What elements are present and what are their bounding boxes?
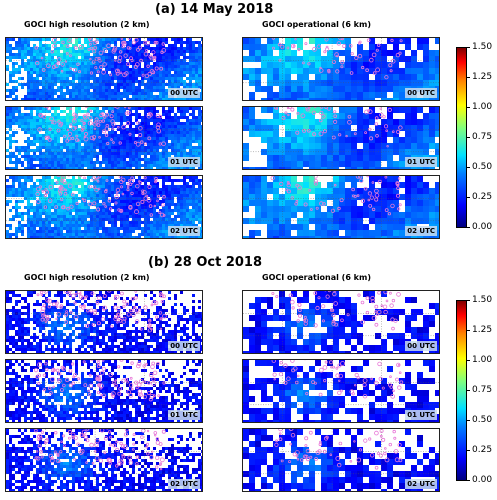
concentration-map-image bbox=[243, 38, 439, 100]
left-map-panel: 02 UTC bbox=[5, 428, 203, 492]
left-map-panel: 01 UTC bbox=[5, 359, 203, 423]
right-map-panel: 00 UTC bbox=[242, 37, 440, 101]
time-label: 00 UTC bbox=[405, 341, 437, 351]
colorbar-tick-mark bbox=[467, 167, 470, 168]
colorbar-tick-label: 0.50 bbox=[472, 415, 493, 425]
time-label: 00 UTC bbox=[168, 88, 200, 98]
colorbar-tick-label: 0.25 bbox=[472, 192, 493, 202]
colorbar-tick-mark bbox=[467, 107, 470, 108]
left-map-panel: 01 UTC bbox=[5, 106, 203, 170]
colorbar-tick-mark bbox=[467, 47, 470, 48]
colorbar-tick-mark bbox=[467, 450, 470, 451]
colorbar-tick-label: 0.00 bbox=[472, 222, 493, 232]
colorbar-tick-label: 0.50 bbox=[472, 162, 493, 172]
colorbar-tick-label: 0.00 bbox=[472, 475, 493, 485]
right-column-title: GOCI operational (6 km) bbox=[262, 273, 371, 282]
colorbar-tick-mark bbox=[467, 330, 470, 331]
colorbar-tick-mark bbox=[467, 390, 470, 391]
time-label: 02 UTC bbox=[405, 479, 437, 489]
colorbar-tick-label: 1.00 bbox=[472, 355, 493, 365]
colorbar bbox=[456, 47, 467, 228]
colorbar-tick-label: 1.50 bbox=[472, 295, 493, 305]
left-column-title: GOCI high resolution (2 km) bbox=[24, 273, 150, 282]
colorbar-tick-label: 0.75 bbox=[472, 132, 493, 142]
time-label: 01 UTC bbox=[405, 157, 437, 167]
section-title: (a) 14 May 2018 bbox=[155, 2, 274, 17]
concentration-map-image bbox=[243, 107, 439, 169]
right-map-panel: 01 UTC bbox=[242, 359, 440, 423]
colorbar-tick-label: 0.25 bbox=[472, 445, 493, 455]
concentration-map-image bbox=[6, 429, 202, 491]
right-column-title: GOCI operational (6 km) bbox=[262, 20, 371, 29]
colorbar-tick-label: 1.00 bbox=[472, 102, 493, 112]
right-map-panel: 02 UTC bbox=[242, 428, 440, 492]
colorbar-tick-mark bbox=[467, 300, 470, 301]
time-label: 02 UTC bbox=[168, 226, 200, 236]
colorbar-tick-label: 1.25 bbox=[472, 72, 493, 82]
colorbar-tick-label: 1.50 bbox=[472, 42, 493, 52]
left-map-panel: 02 UTC bbox=[5, 175, 203, 239]
left-map-panel: 00 UTC bbox=[5, 37, 203, 101]
time-label: 01 UTC bbox=[168, 410, 200, 420]
concentration-map-image bbox=[243, 360, 439, 422]
colorbar-tick-mark bbox=[467, 227, 470, 228]
time-label: 00 UTC bbox=[405, 88, 437, 98]
colorbar bbox=[456, 300, 467, 481]
left-column-title: GOCI high resolution (2 km) bbox=[24, 20, 150, 29]
colorbar-tick-mark bbox=[467, 197, 470, 198]
right-map-panel: 00 UTC bbox=[242, 290, 440, 354]
colorbar-tick-label: 0.75 bbox=[472, 385, 493, 395]
colorbar-tick-mark bbox=[467, 137, 470, 138]
concentration-map-image bbox=[6, 38, 202, 100]
colorbar-tick-mark bbox=[467, 77, 470, 78]
right-map-panel: 02 UTC bbox=[242, 175, 440, 239]
time-label: 02 UTC bbox=[168, 479, 200, 489]
time-label: 02 UTC bbox=[405, 226, 437, 236]
time-label: 00 UTC bbox=[168, 341, 200, 351]
right-map-panel: 01 UTC bbox=[242, 106, 440, 170]
time-label: 01 UTC bbox=[405, 410, 437, 420]
colorbar-tick-mark bbox=[467, 480, 470, 481]
left-map-panel: 00 UTC bbox=[5, 290, 203, 354]
colorbar-tick-label: 1.25 bbox=[472, 325, 493, 335]
section-title: (b) 28 Oct 2018 bbox=[148, 255, 263, 270]
colorbar-tick-mark bbox=[467, 360, 470, 361]
time-label: 01 UTC bbox=[168, 157, 200, 167]
colorbar-tick-mark bbox=[467, 420, 470, 421]
